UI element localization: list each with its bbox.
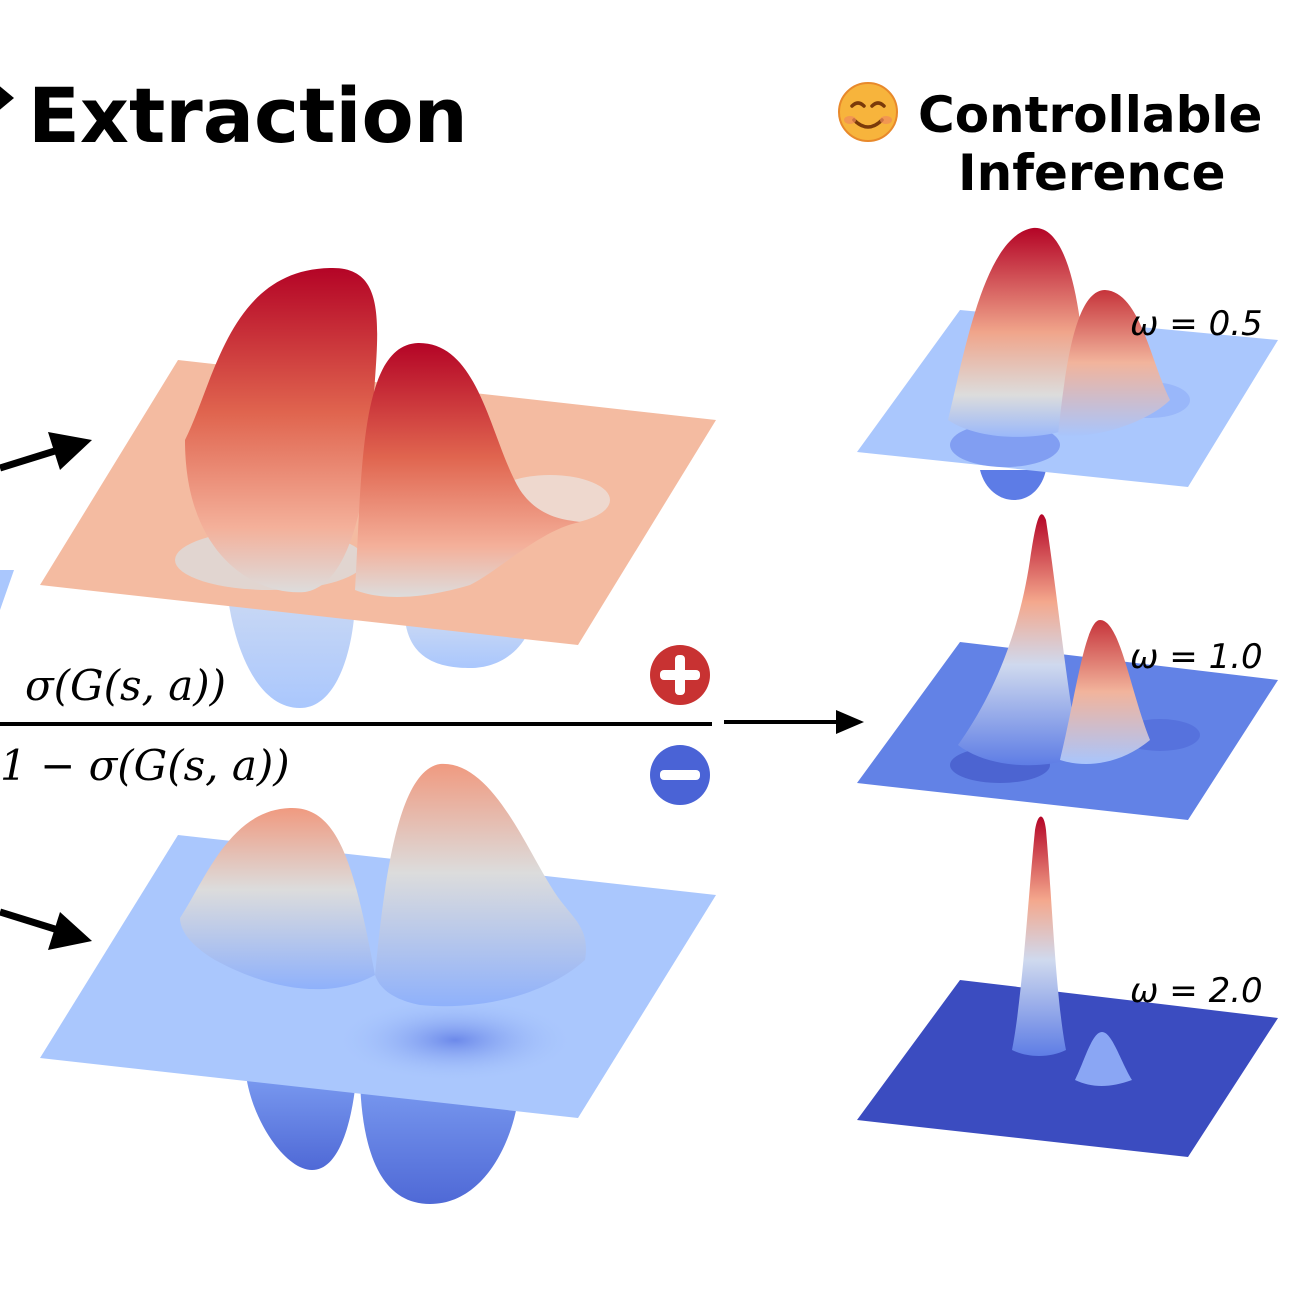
plus-badge <box>650 645 710 705</box>
upper-input-arrow <box>0 432 92 472</box>
lower-input-arrow <box>0 908 92 950</box>
right-title-line2: Inference <box>958 144 1226 202</box>
left-title-bullet-icon <box>0 86 14 110</box>
surface-omega-2-0: ω = 2.0 <box>857 816 1278 1157</box>
minus-icon <box>660 770 700 780</box>
negative-surface <box>40 763 716 1204</box>
smiling-face-icon <box>838 82 898 142</box>
omega-label-1-0: ω = 1.0 <box>1130 637 1263 677</box>
plus-icon <box>660 655 700 695</box>
formula-numerator: σ(G(s, a)) <box>25 661 226 710</box>
minus-badge <box>650 745 710 805</box>
combine-arrow <box>724 710 864 734</box>
right-title-line1: Controllable <box>918 86 1262 144</box>
omega-label-2-0: ω = 2.0 <box>1130 971 1263 1011</box>
omega-label-0-5: ω = 0.5 <box>1130 304 1263 344</box>
surface-omega-0-5: ω = 0.5 <box>857 227 1278 500</box>
surface-omega-1-0: ω = 1.0 <box>857 514 1278 820</box>
left-title: Extraction <box>28 71 468 160</box>
formula-denominator: 1 − σ(G(s, a)) <box>0 741 290 790</box>
positive-surface <box>40 267 716 708</box>
left-edge-plane-fragment <box>0 570 14 610</box>
